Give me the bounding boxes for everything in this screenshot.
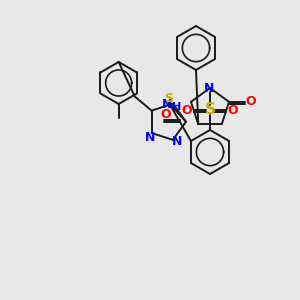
Text: N: N xyxy=(144,131,155,145)
Text: O: O xyxy=(246,95,256,108)
Text: O: O xyxy=(228,103,238,116)
Text: S: S xyxy=(164,92,173,105)
Text: N: N xyxy=(162,98,172,111)
Text: O: O xyxy=(160,108,171,122)
Text: N: N xyxy=(172,135,182,148)
Text: H: H xyxy=(172,102,182,112)
Text: S: S xyxy=(205,103,215,118)
Text: N: N xyxy=(204,82,214,95)
Text: O: O xyxy=(182,103,192,116)
